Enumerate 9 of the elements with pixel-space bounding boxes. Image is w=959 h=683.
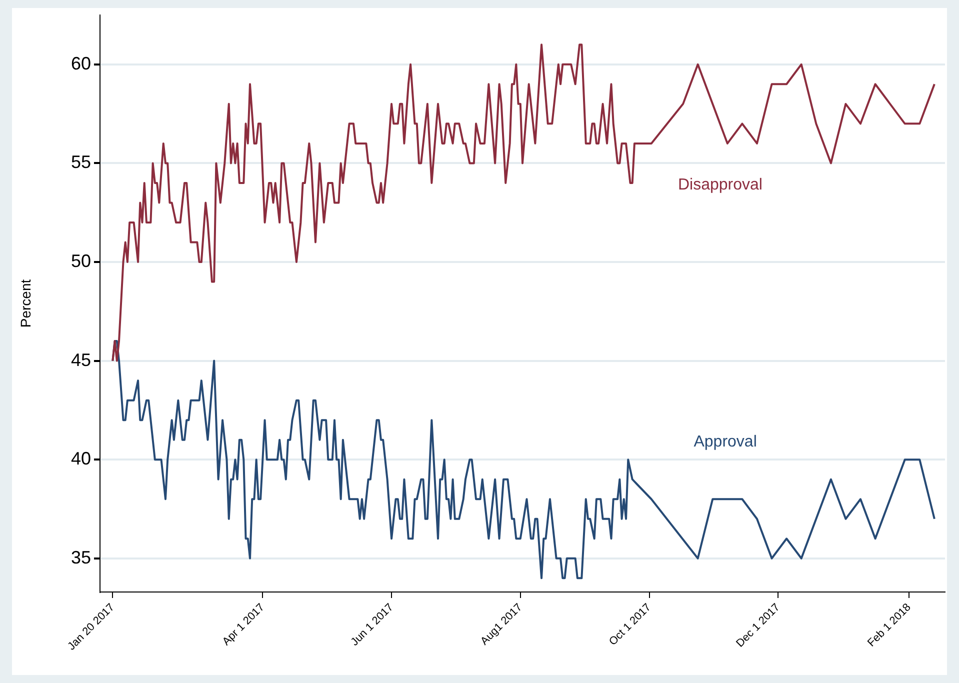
text: Disapproval — [678, 176, 762, 194]
y-tick-label: 40 — [70, 448, 91, 469]
y-tick-label: 35 — [70, 547, 91, 568]
y-axis-title: Percent — [17, 279, 34, 328]
y-tick-label: 60 — [70, 53, 91, 74]
text: Approval — [694, 433, 757, 450]
y-tick-label: 55 — [70, 152, 91, 172]
y-tick-label: 50 — [70, 250, 91, 271]
y-tick-label: 45 — [70, 350, 91, 370]
